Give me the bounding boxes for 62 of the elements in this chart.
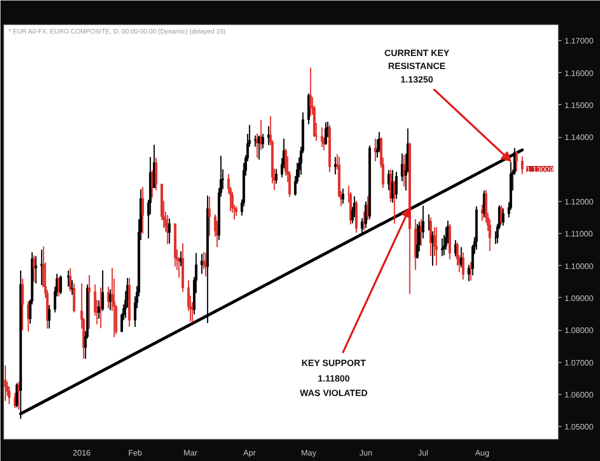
candlestick [422,205,424,240]
x-tick-label: May [301,448,316,458]
annotation: CURRENT KEY RESISTANCE 1.13250 [384,48,450,85]
candlestick [168,218,171,244]
candlestick [440,238,444,257]
candlestick [67,270,70,288]
y-tick-label: 1.15000 [564,100,594,110]
x-tick-label: Jun [359,448,372,458]
candlestick [234,206,238,217]
candlestick [21,278,24,331]
candlestick [208,196,211,236]
candlestick [374,138,377,162]
candlestick [88,274,91,330]
candlestick [334,156,337,176]
y-tick-label: 1.14000 [564,133,594,142]
y-tick-label: 1.06000 [564,390,594,400]
y-tick-label: 1.09000 [564,294,594,303]
candlestick [69,268,72,292]
y-tick-label: 1.17000 [564,36,594,46]
y-tick-label: 1.10000 [564,262,594,271]
x-tick-label: Aug [475,448,490,458]
candlestick [8,386,10,405]
candlestick [32,254,36,282]
candlestick [342,188,344,204]
candlestick [500,205,503,226]
x-tick-label: Mar [184,448,198,458]
candlestick [309,67,312,116]
candlestick [274,168,278,184]
candlestick [521,156,524,175]
candlestick [16,382,18,408]
x-tick-label: 2016 [72,448,92,458]
candlestick [101,270,104,312]
y-tick-label: 1.12000 [564,197,594,206]
candlestick [470,261,472,282]
candlestick [59,274,62,295]
candlestick [320,126,324,148]
x-tick-label: Apr [243,448,256,458]
candlestick [72,282,76,314]
candlestick [70,280,74,296]
candlestick [141,186,144,234]
y-tick-label: 1.07000 [564,358,594,368]
candlestick [416,223,419,260]
candlestick [395,171,398,200]
candlestick [262,133,264,149]
candlestick [48,304,51,330]
candlestick [4,364,7,402]
candlestick [98,300,100,320]
candlestick [462,252,464,280]
candlestick [154,157,158,191]
x-tick-label: Jul [418,448,428,458]
annotation: KEY SUPPORT 1.11800 WAS VIOLATED [300,358,368,398]
candlestick [502,208,504,226]
candlestick [324,122,328,146]
x-tick-label: Feb [128,448,143,458]
candlestick [34,256,38,284]
y-tick-label: 1.08000 [564,326,594,336]
y-tick-label: 1.16000 [564,68,594,78]
candlestick [429,216,432,257]
y-tick-label: 1.05000 [564,422,594,432]
candlestick [435,226,438,266]
candlestick [515,151,518,172]
y-tick-label: 1.11000 [564,230,594,239]
